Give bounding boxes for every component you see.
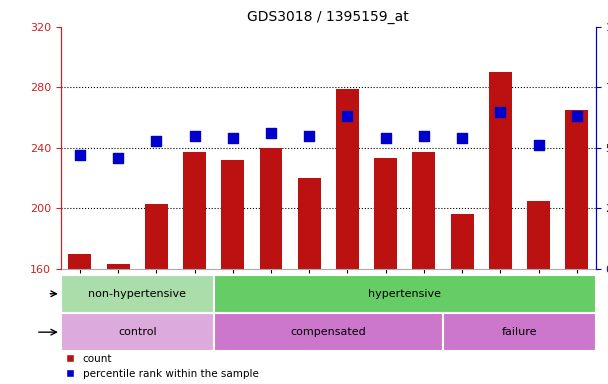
Bar [374, 159, 397, 269]
Text: non-hypertensive: non-hypertensive [88, 289, 186, 299]
Text: hypertensive: hypertensive [368, 289, 441, 299]
Bar [106, 264, 130, 269]
Point [419, 132, 429, 139]
Bar [221, 160, 244, 269]
Title: GDS3018 / 1395159_at: GDS3018 / 1395159_at [247, 10, 409, 25]
Text: disease state: disease state [0, 383, 1, 384]
Point [496, 108, 505, 114]
Bar [145, 204, 168, 269]
Bar [260, 148, 283, 269]
Point [457, 135, 467, 141]
Point [228, 135, 238, 141]
Text: control: control [118, 327, 156, 337]
Point [75, 152, 85, 158]
Bar [443, 313, 596, 351]
Point [266, 130, 276, 136]
Point [151, 137, 161, 144]
Point [381, 135, 390, 141]
Bar [565, 110, 588, 269]
Point [113, 154, 123, 161]
Legend: count, percentile rank within the sample: count, percentile rank within the sample [66, 354, 258, 379]
Bar [451, 214, 474, 269]
Text: failure: failure [502, 327, 537, 337]
Text: compensated: compensated [291, 327, 366, 337]
Point [572, 113, 582, 119]
Bar [61, 275, 213, 313]
Point [190, 132, 199, 139]
Bar [183, 152, 206, 269]
Bar [298, 178, 320, 269]
Point [342, 113, 352, 119]
Point [534, 142, 544, 149]
Bar [213, 313, 443, 351]
Text: strain: strain [0, 383, 1, 384]
Point [305, 132, 314, 139]
Bar [336, 89, 359, 269]
Bar [61, 313, 213, 351]
Bar [489, 72, 512, 269]
Bar [69, 254, 91, 269]
Bar [527, 201, 550, 269]
Bar [412, 152, 435, 269]
Bar [213, 275, 596, 313]
